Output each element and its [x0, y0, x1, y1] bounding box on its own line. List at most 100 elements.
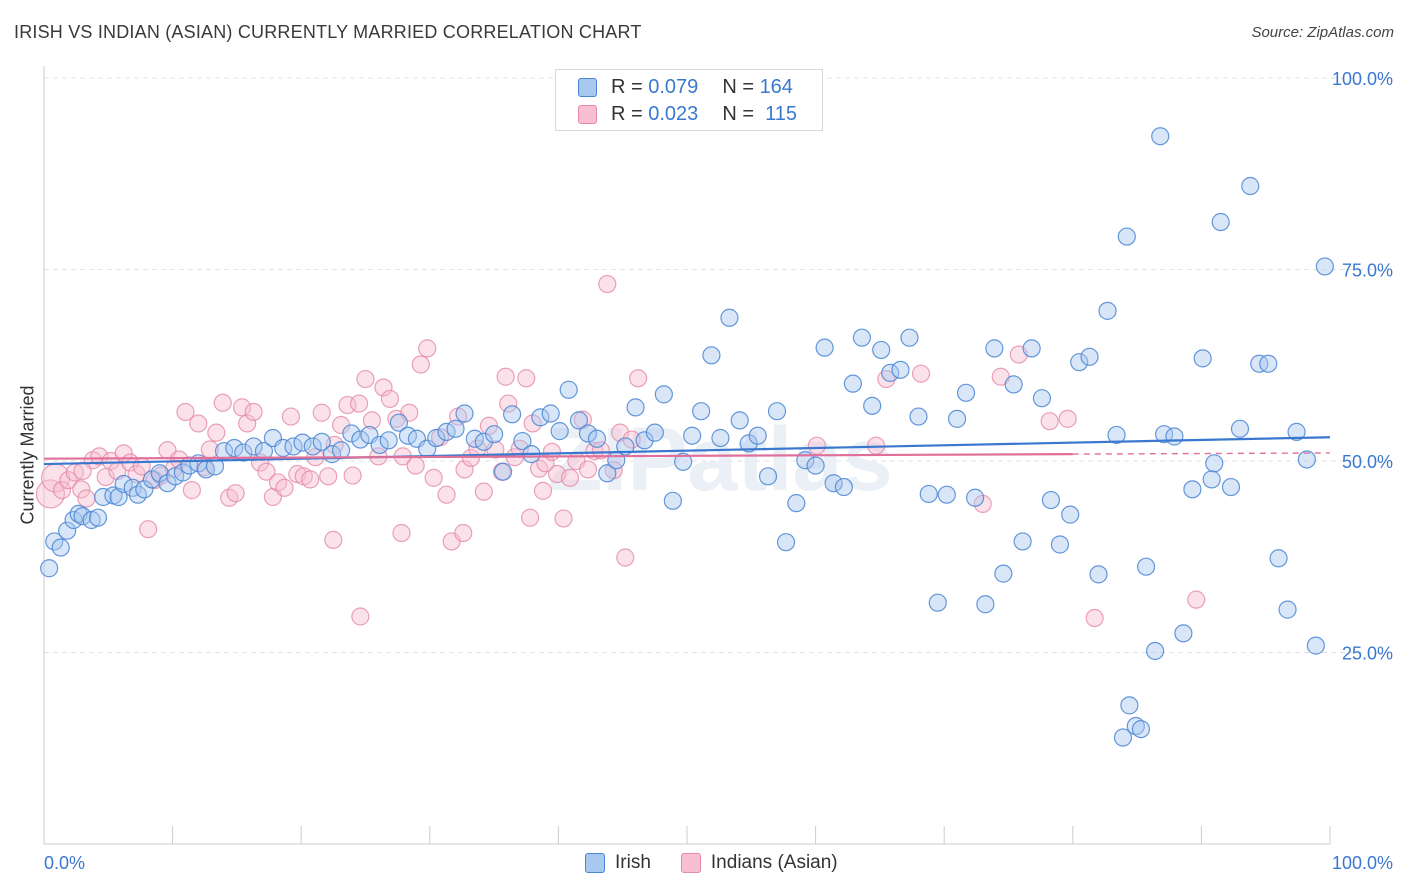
irish-point	[1202, 470, 1221, 489]
indian-point	[598, 274, 617, 294]
irish-point	[787, 494, 806, 513]
irish-point	[863, 396, 882, 415]
irish-point	[919, 484, 938, 504]
irish-point	[900, 328, 919, 347]
indian-point	[807, 436, 826, 455]
irish-point	[1205, 454, 1224, 473]
irish-points	[40, 127, 1334, 747]
irish-point	[88, 508, 108, 527]
legend-item-irish[interactable]: Irish	[585, 852, 651, 874]
irish-point	[550, 422, 569, 441]
irish-point	[1117, 227, 1136, 246]
indian-point	[629, 369, 648, 388]
irish-point	[293, 433, 312, 452]
source-label: Source: ZipAtlas.com	[1251, 24, 1394, 41]
y-tick-label: 100.0%	[1332, 69, 1393, 89]
irish-point	[1230, 419, 1250, 438]
irish-point	[158, 474, 177, 493]
indian-trend-line	[43, 453, 1073, 460]
indian-point	[611, 423, 630, 442]
irish-point	[135, 480, 154, 499]
legend-item-indian[interactable]: Indians (Asian)	[680, 852, 838, 874]
irish-point	[976, 595, 995, 614]
indian-point	[418, 339, 437, 358]
irish-point	[748, 426, 767, 445]
irish-point	[114, 474, 133, 494]
irish-point	[598, 464, 617, 483]
irish-point	[645, 423, 664, 442]
irish-point	[635, 431, 654, 450]
watermark: ZIPatlas	[547, 410, 892, 510]
irish-point	[909, 407, 928, 426]
irish-point	[937, 485, 956, 504]
irish-r-label: R =	[611, 75, 643, 98]
irish-point	[455, 404, 474, 423]
indian-point	[238, 414, 257, 433]
irish-point	[985, 339, 1004, 358]
grid-layer	[44, 77, 1392, 653]
irish-point	[342, 424, 361, 443]
irish-point	[351, 430, 370, 449]
indian-point	[275, 478, 294, 497]
irish-point	[758, 467, 778, 486]
irish-point	[1193, 349, 1212, 368]
irish-point	[1146, 641, 1165, 661]
irish-point	[513, 431, 532, 451]
irish-point	[1287, 422, 1306, 441]
indian-point	[424, 468, 443, 487]
indian-point	[52, 481, 72, 500]
irish-point	[947, 409, 967, 428]
irish-point	[370, 435, 389, 455]
irish-point	[1259, 354, 1278, 373]
legend-label-irish: Irish	[615, 852, 651, 873]
irish-trend-line	[43, 436, 1331, 466]
indian-point	[73, 461, 92, 481]
irish-point	[331, 441, 351, 460]
indian-r-value: 0.023	[648, 102, 699, 125]
stats-legend: R = 0.079 N = 164 R = 0.023 N = 115	[555, 69, 823, 131]
irish-point	[767, 402, 787, 421]
irish-point	[776, 533, 796, 552]
irish-point	[674, 452, 693, 471]
tick-label-layer: 25.0% 50.0% 75.0% 100.0% 0.0% 100.0%	[44, 69, 1393, 873]
irish-point	[1089, 565, 1108, 584]
irish-point	[626, 398, 645, 417]
indian-point	[312, 403, 331, 422]
indian-point	[533, 481, 553, 500]
indian-point	[343, 466, 362, 485]
indian-point	[411, 355, 430, 374]
indian-point	[356, 369, 375, 389]
irish-point	[1297, 450, 1316, 469]
irish-point	[312, 432, 331, 451]
irish-point	[150, 464, 169, 483]
irish-point	[1050, 535, 1070, 554]
y-tick-label: 25.0%	[1342, 644, 1393, 664]
x-tick-label: 0.0%	[44, 853, 85, 873]
indian-point	[455, 460, 474, 479]
irish-point	[284, 437, 303, 456]
indian-point	[301, 470, 320, 489]
indian-point	[35, 479, 66, 509]
y-tick-label: 75.0%	[1342, 261, 1393, 281]
indian-point	[911, 364, 931, 383]
irish-point	[616, 437, 635, 456]
indian-point	[232, 398, 252, 417]
indian-point	[257, 462, 276, 481]
irish-point	[824, 474, 843, 493]
irish-n-value: 164	[759, 75, 793, 98]
indian-point	[189, 414, 208, 433]
stats-row-irish: R = 0.079 N = 164	[578, 75, 793, 99]
indian-point	[380, 389, 400, 409]
indian-point	[521, 508, 540, 527]
irish-r-value: 0.079	[648, 75, 699, 98]
irish-point	[683, 426, 702, 445]
irish-point	[1151, 127, 1170, 146]
series-legend: Irish Indians (Asian)	[585, 852, 868, 874]
x-tick-label: 100.0%	[1332, 853, 1393, 873]
chart-title: IRISH VS INDIAN (ASIAN) CURRENTLY MARRIE…	[14, 22, 642, 42]
indian-point	[374, 378, 393, 397]
irish-point	[225, 438, 244, 458]
indian-n-label: N =	[722, 102, 754, 125]
indian-point	[591, 441, 610, 460]
